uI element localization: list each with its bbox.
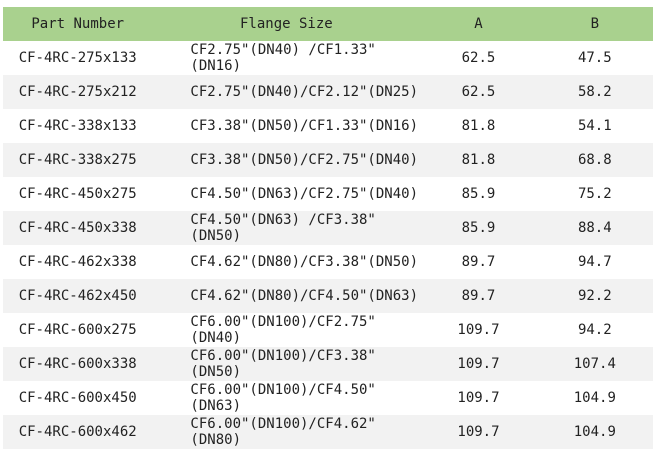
part-number-cell: CF-4RC-600x338 <box>3 347 153 381</box>
a-cell: 85.9 <box>420 211 537 245</box>
flange-size-cell: CF3.38"(DN50)/CF1.33"(DN16) <box>190 118 418 134</box>
part-number-cell: CF-4RC-275x212 <box>3 75 153 109</box>
table-row: CF-4RC-600x275 CF6.00"(DN100)/CF2.75"(DN4… <box>3 313 653 347</box>
header-flange-size: Flange Size <box>152 7 421 41</box>
table-row: CF-4RC-600x450 CF6.00"(DN100)/CF4.50"(DN6… <box>3 381 653 415</box>
flange-size-cell: CF6.00"(DN100)/CF3.38"(DN50) <box>152 347 421 381</box>
flange-size-cell: CF4.62"(DN80)/CF4.50"(DN63) <box>152 279 421 313</box>
part-number-cell: CF-4RC-275x133 <box>18 50 137 66</box>
flange-size-table: Part Number Flange Size A B CF-4RC-275x1… <box>3 7 653 449</box>
table-row: CF-4RC-338x275 CF3.38"(DN50)/CF2.75"(DN40… <box>3 143 653 177</box>
flange-size-cell: CF3.38"(DN50)/CF2.75"(DN40) <box>152 143 421 177</box>
b-cell: 47.5 <box>577 50 612 66</box>
flange-size-cell: CF6.00"(DN100)/CF2.75"(DN40) <box>190 314 376 346</box>
part-number-cell: CF-4RC-462x338 <box>18 254 137 270</box>
a-cell: 89.7 <box>420 279 537 313</box>
flange-size-cell: CF4.50"(DN63) /CF3.38"(DN50) <box>152 211 421 245</box>
a-cell: 85.9 <box>461 186 496 202</box>
a-cell: 81.8 <box>461 118 496 134</box>
b-cell: 58.2 <box>536 75 653 109</box>
table-row: CF-4RC-338x133 CF3.38"(DN50)/CF1.33"(DN16… <box>3 109 653 143</box>
header-part-number: Part Number <box>3 7 153 41</box>
b-cell: 104.9 <box>536 415 653 449</box>
table-row: CF-4RC-462x450 CF4.62"(DN80)/CF4.50"(DN63… <box>3 279 653 313</box>
part-number-cell: CF-4RC-462x450 <box>3 279 153 313</box>
table-row: CF-4RC-462x338 CF4.62"(DN80)/CF3.38"(DN50… <box>3 245 653 279</box>
b-cell: 92.2 <box>536 279 653 313</box>
b-cell: 54.1 <box>577 118 612 134</box>
a-cell: 62.5 <box>420 75 537 109</box>
a-cell: 109.7 <box>457 390 500 406</box>
a-cell: 109.7 <box>420 347 537 381</box>
flange-size-cell: CF4.62"(DN80)/CF3.38"(DN50) <box>190 254 418 270</box>
table-row: CF-4RC-600x462 CF6.00"(DN100)/CF4.62"(DN8… <box>3 415 653 449</box>
b-cell: 94.7 <box>577 254 612 270</box>
part-number-cell: CF-4RC-338x133 <box>18 118 137 134</box>
a-cell: 109.7 <box>420 415 537 449</box>
part-number-cell: CF-4RC-600x462 <box>3 415 153 449</box>
a-cell: 89.7 <box>461 254 496 270</box>
a-cell: 81.8 <box>420 143 537 177</box>
a-cell: 109.7 <box>457 322 500 338</box>
part-number-cell: CF-4RC-600x450 <box>18 390 137 406</box>
a-cell: 62.5 <box>461 50 496 66</box>
flange-size-cell: CF2.75"(DN40) /CF1.33"(DN16) <box>190 42 376 74</box>
b-cell: 75.2 <box>577 186 612 202</box>
header-b: B <box>536 7 653 41</box>
table-row: CF-4RC-275x212 CF2.75"(DN40)/CF2.12"(DN25… <box>3 75 653 109</box>
header-a: A <box>420 7 537 41</box>
b-cell: 88.4 <box>536 211 653 245</box>
part-number-cell: CF-4RC-450x338 <box>3 211 153 245</box>
b-cell: 68.8 <box>536 143 653 177</box>
table-row: CF-4RC-450x275 CF4.50"(DN63)/CF2.75"(DN40… <box>3 177 653 211</box>
table-row: CF-4RC-600x338 CF6.00"(DN100)/CF3.38"(DN5… <box>3 347 653 381</box>
part-number-cell: CF-4RC-600x275 <box>18 322 137 338</box>
part-number-cell: CF-4RC-338x275 <box>3 143 153 177</box>
table-header-row: Part Number Flange Size A B <box>3 7 653 41</box>
flange-size-cell: CF6.00"(DN100)/CF4.50"(DN63) <box>190 382 376 414</box>
b-cell: 94.2 <box>577 322 612 338</box>
table-row: CF-4RC-450x338 CF4.50"(DN63) /CF3.38"(DN5… <box>3 211 653 245</box>
flange-size-cell: CF6.00"(DN100)/CF4.62"(DN80) <box>152 415 421 449</box>
b-cell: 107.4 <box>536 347 653 381</box>
part-number-cell: CF-4RC-450x275 <box>18 186 137 202</box>
table-row: CF-4RC-275x133 CF2.75"(DN40) /CF1.33"(DN1… <box>3 41 653 75</box>
b-cell: 104.9 <box>573 390 616 406</box>
flange-size-cell: CF4.50"(DN63)/CF2.75"(DN40) <box>190 186 418 202</box>
flange-size-cell: CF2.75"(DN40)/CF2.12"(DN25) <box>152 75 421 109</box>
